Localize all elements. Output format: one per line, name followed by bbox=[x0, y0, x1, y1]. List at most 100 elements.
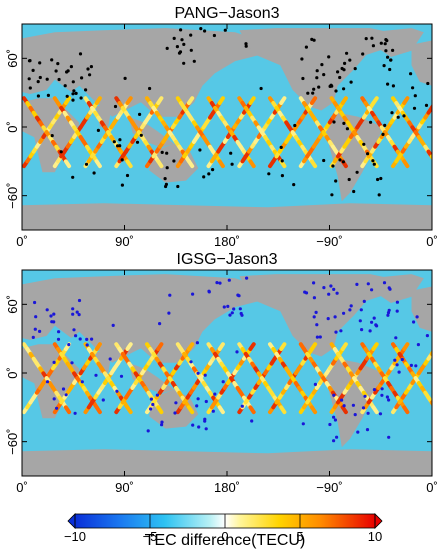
station-dot bbox=[303, 290, 307, 294]
station-dot bbox=[330, 193, 334, 197]
station-dot bbox=[165, 46, 169, 51]
station-dot bbox=[332, 287, 336, 291]
station-dot bbox=[402, 114, 406, 118]
track-segment bbox=[309, 96, 318, 105]
station-dot bbox=[413, 94, 417, 98]
station-dot bbox=[151, 402, 155, 407]
station-dot bbox=[240, 404, 244, 408]
colorbar-tick-label: 10 bbox=[368, 529, 382, 544]
station-dot bbox=[74, 91, 78, 95]
station-dot bbox=[227, 278, 231, 282]
track-segment bbox=[186, 342, 195, 351]
station-dot bbox=[67, 343, 71, 347]
station-dot bbox=[34, 315, 38, 319]
station-dot bbox=[301, 422, 305, 426]
station-dot bbox=[312, 87, 316, 91]
station-dot bbox=[197, 425, 201, 429]
station-dot bbox=[315, 69, 319, 73]
station-dot bbox=[386, 55, 390, 59]
station-dot bbox=[202, 175, 206, 179]
track-segment bbox=[217, 96, 225, 105]
station-dot bbox=[56, 337, 61, 341]
station-dot bbox=[395, 363, 399, 367]
station-dot bbox=[334, 179, 338, 183]
track-segment bbox=[279, 342, 287, 351]
station-dot bbox=[118, 138, 122, 142]
station-dot bbox=[139, 133, 143, 137]
panel-title: IGSG−Jason3 bbox=[177, 251, 278, 268]
europe-land bbox=[411, 286, 432, 332]
track-segment bbox=[63, 405, 72, 415]
station-dot bbox=[415, 315, 419, 319]
station-dot bbox=[198, 148, 202, 152]
track-segment bbox=[156, 405, 164, 415]
station-dot bbox=[326, 317, 330, 321]
station-dot bbox=[338, 75, 342, 80]
station-dot bbox=[416, 343, 420, 347]
track-segment bbox=[248, 405, 256, 415]
station-dot bbox=[366, 411, 370, 415]
station-dot bbox=[146, 429, 150, 433]
station-dot bbox=[342, 87, 346, 91]
map-panel-pang-jason3: PANG−Jason3 0˚ 90˚ 180˚ −90˚ 0˚ 60˚ 0˚ −60˚ bbox=[5, 5, 438, 249]
x-tick-label: 180˚ bbox=[214, 234, 240, 249]
station-dot bbox=[338, 158, 342, 162]
track-segment bbox=[186, 96, 195, 105]
station-dot bbox=[382, 64, 386, 68]
station-dot bbox=[366, 152, 370, 156]
station-dot bbox=[177, 51, 182, 55]
x-tick-label: 0˚ bbox=[16, 234, 28, 249]
station-dot bbox=[57, 330, 61, 334]
station-dot bbox=[52, 312, 56, 316]
station-dot bbox=[409, 72, 413, 76]
station-dot bbox=[380, 387, 384, 391]
track-segment bbox=[340, 96, 348, 105]
track-segment bbox=[340, 342, 348, 351]
track-segment bbox=[186, 159, 195, 169]
station-dot bbox=[235, 350, 239, 354]
station-dot bbox=[391, 48, 395, 53]
station-dot bbox=[362, 142, 366, 146]
station-dot bbox=[57, 77, 61, 82]
southamerica-land bbox=[325, 358, 383, 448]
colorbar-label: TEC difference(TECU) bbox=[145, 532, 306, 549]
station-dot bbox=[342, 311, 346, 315]
station-dot bbox=[425, 334, 429, 338]
station-dot bbox=[306, 91, 310, 95]
station-dot bbox=[191, 292, 195, 296]
station-dot bbox=[207, 172, 211, 176]
station-dot bbox=[412, 106, 417, 110]
station-dot bbox=[424, 103, 429, 107]
station-dot bbox=[313, 382, 317, 386]
station-dot bbox=[359, 308, 363, 312]
station-dot bbox=[388, 287, 392, 291]
northamerica-land bbox=[239, 28, 400, 111]
station-dot bbox=[383, 123, 387, 127]
station-dot bbox=[371, 159, 375, 163]
station-dot bbox=[112, 140, 116, 144]
station-dot bbox=[312, 296, 316, 300]
station-dot bbox=[173, 411, 177, 415]
station-dot bbox=[56, 62, 60, 66]
station-dot bbox=[342, 404, 346, 408]
y-tick-label: −60˚ bbox=[5, 182, 20, 208]
track-segment bbox=[63, 96, 72, 105]
station-dot bbox=[312, 281, 316, 285]
station-dot bbox=[88, 73, 92, 77]
station-dot bbox=[215, 281, 219, 285]
station-dot bbox=[182, 42, 186, 47]
station-dot bbox=[244, 42, 248, 46]
station-dot bbox=[396, 115, 400, 119]
station-dot bbox=[195, 341, 199, 345]
station-dot bbox=[388, 67, 392, 72]
station-dot bbox=[351, 403, 355, 407]
station-dot bbox=[370, 36, 374, 40]
station-dot bbox=[372, 388, 376, 392]
station-dot bbox=[221, 380, 225, 384]
map-axes: 0˚ 90˚ 180˚ −90˚ 0˚ 60˚ 0˚ −60˚ bbox=[5, 270, 438, 495]
station-dot bbox=[301, 76, 305, 81]
station-dot bbox=[341, 160, 345, 164]
station-dot bbox=[80, 76, 84, 80]
station-dot bbox=[230, 311, 234, 315]
station-dot bbox=[149, 407, 153, 411]
